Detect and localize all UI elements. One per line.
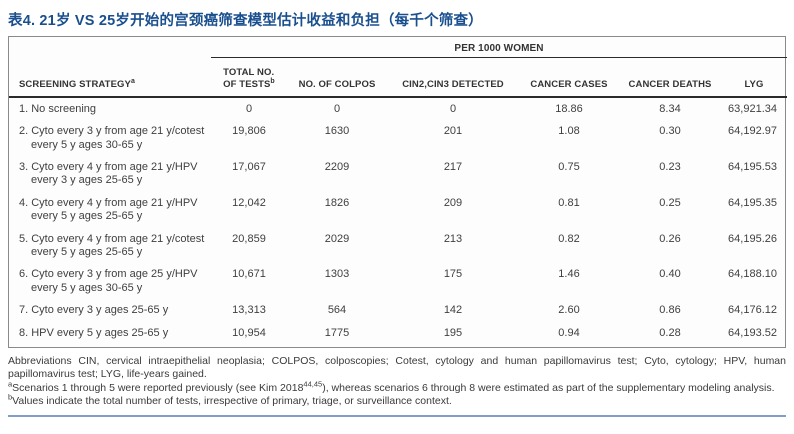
tests-footnote-marker: b: [270, 77, 275, 85]
tests-cell: 12,042: [232, 196, 266, 209]
table-row: 7. Cyto every 3 y ages 25-65 y 13,313 56…: [9, 299, 787, 321]
tests-cell: 20,859: [232, 232, 266, 245]
col-header-strategy-label: SCREENING STRATEGY: [19, 78, 131, 90]
spanner-row: PER 1000 WOMEN: [9, 37, 788, 58]
footnote-abbreviations: Abbreviations CIN, cervical intraepithel…: [8, 355, 786, 381]
deaths-cell: 0.30: [659, 125, 681, 138]
deaths-cell: 0.28: [659, 326, 681, 339]
table-row: 3. Cyto every 4 y from age 21 y/HPV ever…: [9, 156, 787, 192]
tests-cell: 13,313: [232, 304, 266, 317]
col-header-colpos: NO. OF COLPOS: [287, 57, 387, 98]
cases-cell: 18.86: [555, 102, 583, 115]
table-row: 4. Cyto every 4 y from age 21 y/HPV ever…: [9, 192, 787, 228]
cases-cell: 1.46: [558, 268, 580, 281]
footnote-a: aScenarios 1 through 5 were reported pre…: [8, 379, 775, 394]
strategy-cell: 7. Cyto every 3 y ages 25-65 y: [19, 304, 169, 317]
col-header-total-tests: TOTAL NO. OF TESTSb: [211, 57, 287, 98]
col-header-total-tests-label: TOTAL NO. OF TESTSb: [223, 67, 275, 90]
lyg-cell: 64,193.52: [728, 326, 777, 339]
colpos-cell: 1303: [324, 268, 350, 281]
cases-cell: 0.82: [558, 232, 580, 245]
table-body: 1. No screening 0 0 0 18.86 8.34 63,921.…: [9, 97, 787, 347]
table-row: 1. No screening 0 0 0 18.86 8.34 63,921.…: [9, 97, 787, 120]
col-header-lyg: LYG: [721, 57, 788, 98]
deaths-cell: 0.23: [659, 160, 681, 173]
cin-cell: 209: [443, 196, 463, 209]
colpos-cell: 1775: [324, 326, 350, 339]
lyg-cell: 63,921.34: [728, 102, 777, 115]
deaths-cell: 0.86: [659, 304, 681, 317]
table-header: PER 1000 WOMEN SCREENING STRATEGYa TOTAL…: [9, 37, 788, 98]
col-header-strategy: SCREENING STRATEGYa: [9, 57, 211, 98]
colpos-cell: 1630: [324, 125, 350, 138]
lyg-cell: 64,195.53: [728, 160, 777, 173]
deaths-cell: 0.26: [659, 232, 681, 245]
lyg-cell: 64,195.26: [728, 232, 777, 245]
cin-cell: 201: [443, 125, 463, 138]
page-title: 表4. 21岁 VS 25岁开始的宫颈癌筛查模型估计收益和负担（每千个筛查）: [8, 13, 483, 29]
lyg-cell: 64,176.12: [728, 304, 777, 317]
deaths-cell: 8.34: [659, 102, 681, 115]
strategy-footnote-marker: a: [130, 77, 135, 85]
table-row: 2. Cyto every 3 y from age 21 y/cotest e…: [9, 120, 787, 156]
tests-cell: 10,671: [232, 268, 266, 281]
spanner-label: PER 1000 WOMEN: [211, 37, 788, 58]
table-row: 8. HPV every 5 y ages 25-65 y 10,954 177…: [9, 322, 787, 347]
col-header-cancer-cases: CANCER CASES: [519, 57, 619, 98]
strategy-cell: 2. Cyto every 3 y from age 21 y/cotest e…: [19, 125, 205, 151]
lyg-cell: 64,188.10: [728, 268, 777, 281]
colpos-cell: 2029: [324, 232, 350, 245]
strategy-cell: 5. Cyto every 4 y from age 21 y/cotest e…: [19, 232, 205, 258]
bottom-divider: [8, 414, 786, 417]
lyg-cell: 64,192.97: [728, 125, 777, 138]
colpos-cell: 0: [333, 102, 341, 115]
footnote-a-reference-numbers: 44,45: [303, 379, 323, 389]
cin-cell: 0: [449, 102, 457, 115]
colpos-cell: 564: [327, 304, 347, 317]
col-header-cancer-deaths: CANCER DEATHS: [619, 57, 721, 98]
tests-cell: 0: [245, 102, 253, 115]
cin-cell: 217: [443, 160, 463, 173]
tests-cell: 17,067: [232, 160, 266, 173]
strategy-cell: 1. No screening: [19, 102, 97, 115]
footnotes: Abbreviations CIN, cervical intraepithel…: [8, 355, 786, 409]
lyg-cell: 64,195.35: [728, 196, 777, 209]
strategy-cell: 8. HPV every 5 y ages 25-65 y: [19, 326, 169, 339]
footnote-b: bValues indicate the total number of tes…: [8, 392, 452, 408]
footnote-b-marker: b: [8, 392, 13, 402]
cases-cell: 0.75: [558, 160, 580, 173]
footnote-a-marker: a: [8, 379, 13, 389]
deaths-cell: 0.25: [659, 196, 681, 209]
strategy-cell: 4. Cyto every 4 y from age 21 y/HPV ever…: [19, 196, 198, 223]
strategy-cell: 3. Cyto every 4 y from age 21 y/HPV ever…: [19, 160, 198, 187]
colpos-cell: 1826: [324, 196, 350, 209]
deaths-cell: 0.40: [659, 268, 681, 281]
cases-cell: 0.94: [558, 326, 580, 339]
cin-cell: 142: [443, 304, 463, 317]
col-header-cin-detected: CIN2,CIN3 DETECTED: [387, 57, 519, 98]
colpos-cell: 2209: [324, 160, 350, 173]
cases-cell: 2.60: [558, 304, 580, 317]
cin-cell: 195: [443, 326, 463, 339]
strategy-cell: 6. Cyto every 3 y from age 25 y/HPV ever…: [19, 268, 198, 294]
table-row: 6. Cyto every 3 y from age 25 y/HPV ever…: [9, 263, 787, 299]
cases-cell: 0.81: [558, 196, 580, 209]
tests-cell: 19,806: [232, 125, 266, 138]
table-row: 5. Cyto every 4 y from age 21 y/cotest e…: [9, 228, 787, 264]
column-header-row: SCREENING STRATEGYa TOTAL NO. OF TESTSb N…: [9, 57, 788, 98]
tests-cell: 10,954: [232, 326, 266, 339]
cin-cell: 213: [443, 232, 463, 245]
spanner-spacer: [9, 37, 211, 58]
cases-cell: 1.08: [558, 125, 580, 138]
page: 表4. 21岁 VS 25岁开始的宫颈癌筛查模型估计收益和负担（每千个筛查） P…: [8, 13, 788, 417]
data-table-container: PER 1000 WOMEN SCREENING STRATEGYa TOTAL…: [8, 36, 788, 349]
data-table: PER 1000 WOMEN SCREENING STRATEGYa TOTAL…: [9, 37, 788, 347]
cin-cell: 175: [443, 268, 463, 281]
